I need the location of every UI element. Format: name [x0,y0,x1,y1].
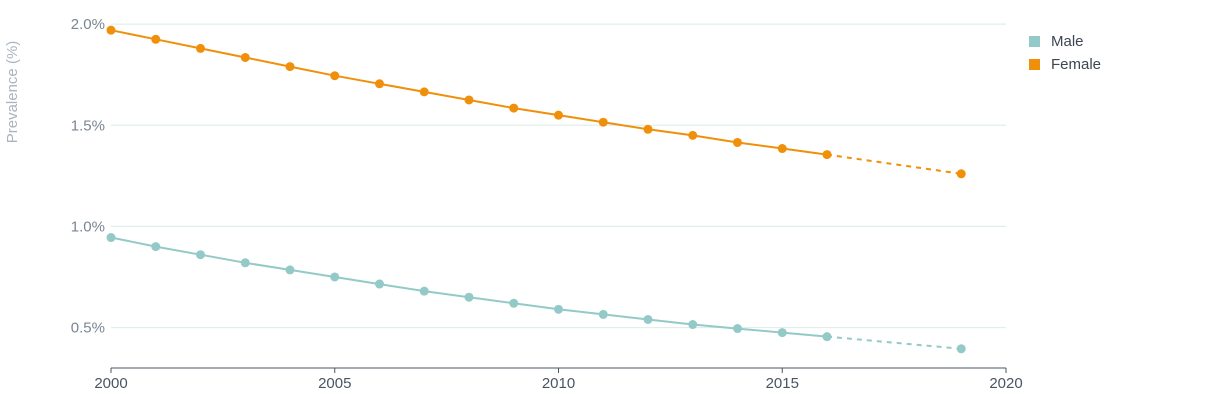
male-data-point [777,328,787,338]
female-data-point [196,43,205,53]
female-series-line [110,29,828,156]
male-data-point [375,279,384,289]
male-data-point [956,344,966,354]
female-data-point [330,71,340,81]
male-data-point [285,265,295,275]
female-data-point [151,34,161,44]
male-data-point [240,258,250,268]
female-data-point [643,124,653,134]
x-tick-label: 2010 [542,375,575,392]
male-legend-label: Male [1051,33,1084,50]
female-data-point [464,95,474,105]
legend: Male Female [1029,33,1101,73]
female-data-point [822,150,832,160]
grid-lines [111,23,1006,329]
male-series-line [110,236,828,338]
male-data-point [554,304,563,314]
y-tick-label: 0.5% [71,320,105,337]
x-tick-label: 2005 [318,375,351,392]
male-data-point [330,272,340,282]
male-data-point [822,332,832,342]
x-tick-label: 2020 [989,375,1022,392]
x-tick-label: 2015 [766,375,799,392]
female-data-point [285,62,295,72]
female-data-point [598,117,608,127]
y-axis-label: Prevalence (%) [4,41,21,144]
female-data-point [777,144,787,154]
male-projection-line [826,335,962,350]
x-tick-label: 2000 [94,375,127,392]
male-data-point [598,309,608,319]
female-legend-swatch [1029,59,1040,70]
male-data-point [151,242,161,252]
y-tick-label: 1.5% [71,117,105,134]
male-data-point [688,320,698,330]
x-axis: 2000 2005 2010 2015 2020 [94,367,1023,392]
series-lines [106,25,966,354]
male-data-point [106,233,116,243]
male-data-point [733,324,742,334]
y-tick-label: 2.0% [71,16,105,33]
female-legend-label: Female [1051,56,1101,73]
female-data-point [375,79,384,89]
y-tick-label: 1.0% [71,218,105,235]
female-data-point [554,110,563,120]
male-legend-swatch [1029,36,1040,47]
male-data-point [509,298,519,308]
male-data-point [643,314,653,324]
female-projection-line [826,153,962,175]
female-data-point [688,130,698,140]
male-data-point [464,292,474,302]
male-data-point [196,250,205,260]
female-data-point [733,137,742,147]
female-data-point [956,169,966,179]
male-data-point [419,286,429,296]
y-axis-ticks: 0.5% 1.0% 1.5% 2.0% [71,16,105,336]
female-data-point [106,25,116,35]
female-data-point [509,103,519,113]
female-data-point [419,87,429,97]
female-data-point [240,52,250,62]
